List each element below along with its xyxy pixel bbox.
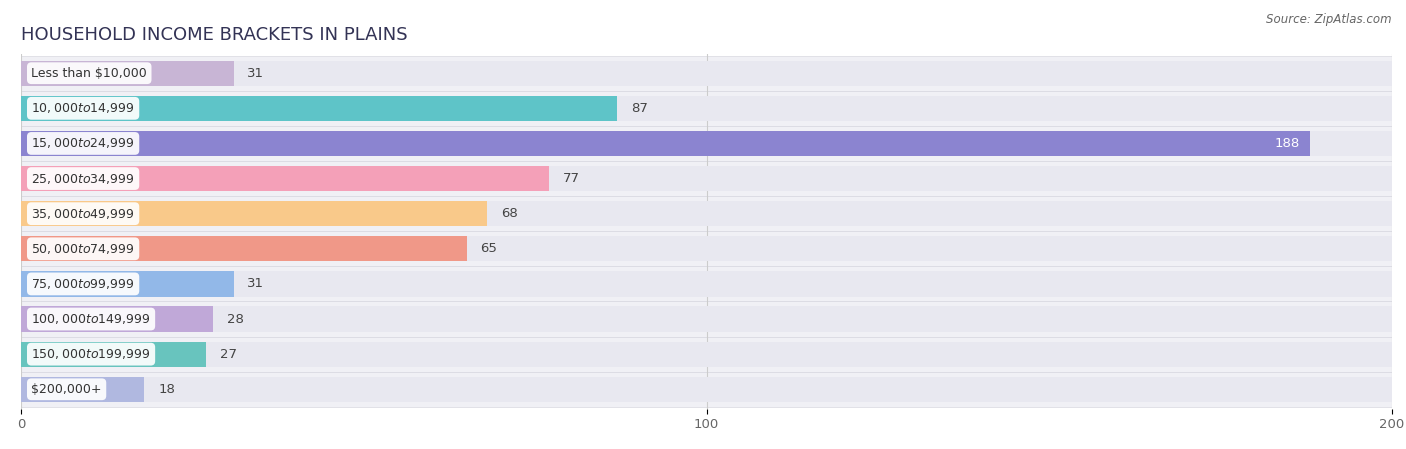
Text: $15,000 to $24,999: $15,000 to $24,999 bbox=[31, 136, 135, 150]
Bar bbox=[21, 306, 214, 332]
Text: $50,000 to $74,999: $50,000 to $74,999 bbox=[31, 242, 135, 256]
Text: 31: 31 bbox=[247, 277, 264, 291]
FancyBboxPatch shape bbox=[21, 337, 1392, 372]
Bar bbox=[21, 236, 467, 261]
Bar bbox=[21, 377, 145, 402]
Bar bbox=[21, 61, 1392, 86]
FancyBboxPatch shape bbox=[21, 56, 1392, 91]
Text: 188: 188 bbox=[1274, 137, 1299, 150]
Text: $100,000 to $149,999: $100,000 to $149,999 bbox=[31, 312, 150, 326]
Bar bbox=[21, 131, 1310, 156]
Text: $25,000 to $34,999: $25,000 to $34,999 bbox=[31, 172, 135, 185]
Text: 18: 18 bbox=[159, 383, 176, 396]
Text: 87: 87 bbox=[631, 102, 648, 115]
FancyBboxPatch shape bbox=[21, 266, 1392, 301]
Bar bbox=[21, 271, 233, 296]
Text: 68: 68 bbox=[501, 207, 517, 220]
Text: $35,000 to $49,999: $35,000 to $49,999 bbox=[31, 207, 135, 220]
Text: HOUSEHOLD INCOME BRACKETS IN PLAINS: HOUSEHOLD INCOME BRACKETS IN PLAINS bbox=[21, 26, 408, 44]
Bar bbox=[21, 131, 1392, 156]
Bar bbox=[21, 342, 1392, 367]
Text: $75,000 to $99,999: $75,000 to $99,999 bbox=[31, 277, 135, 291]
Bar bbox=[21, 166, 548, 191]
Bar bbox=[21, 306, 1392, 332]
FancyBboxPatch shape bbox=[21, 161, 1392, 196]
Text: 65: 65 bbox=[481, 242, 498, 255]
Bar bbox=[21, 96, 1392, 121]
Text: $150,000 to $199,999: $150,000 to $199,999 bbox=[31, 347, 150, 361]
Bar bbox=[21, 201, 1392, 226]
Text: 31: 31 bbox=[247, 67, 264, 79]
Text: $10,000 to $14,999: $10,000 to $14,999 bbox=[31, 101, 135, 115]
Bar bbox=[21, 342, 207, 367]
Text: Source: ZipAtlas.com: Source: ZipAtlas.com bbox=[1267, 13, 1392, 26]
FancyBboxPatch shape bbox=[21, 126, 1392, 161]
Text: 27: 27 bbox=[219, 348, 236, 361]
Text: $200,000+: $200,000+ bbox=[31, 383, 101, 396]
Text: 28: 28 bbox=[226, 313, 243, 326]
Bar bbox=[21, 201, 488, 226]
Text: Less than $10,000: Less than $10,000 bbox=[31, 67, 148, 79]
FancyBboxPatch shape bbox=[21, 372, 1392, 407]
FancyBboxPatch shape bbox=[21, 231, 1392, 266]
Bar bbox=[21, 236, 1392, 261]
Text: 77: 77 bbox=[562, 172, 579, 185]
Bar bbox=[21, 96, 617, 121]
Bar bbox=[21, 271, 1392, 296]
FancyBboxPatch shape bbox=[21, 91, 1392, 126]
FancyBboxPatch shape bbox=[21, 196, 1392, 231]
Bar bbox=[21, 61, 233, 86]
FancyBboxPatch shape bbox=[21, 301, 1392, 337]
Bar bbox=[21, 166, 1392, 191]
Bar bbox=[21, 377, 1392, 402]
